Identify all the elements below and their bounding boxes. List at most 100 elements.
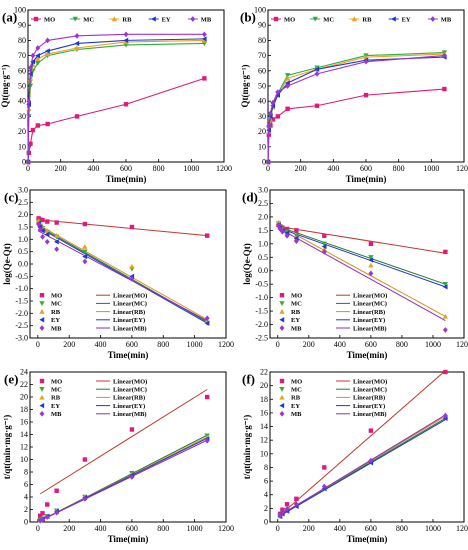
series-line [267, 52, 445, 163]
data-point [285, 106, 290, 111]
legend-fit-label: Linear(EY) [353, 317, 385, 324]
legend-marker [430, 16, 436, 22]
x-tick-label: 1000 [425, 524, 441, 533]
legend: MO Linear(MO) MC Linear(MC) RB Linear(RB) EY Li… [39, 293, 147, 332]
x-tick-label: 800 [396, 340, 408, 349]
plot-frame [269, 189, 465, 339]
data-point [26, 150, 32, 156]
legend-marker [39, 317, 45, 323]
x-tick-label: 200 [303, 340, 315, 349]
data-point [293, 238, 299, 244]
x-tick-label: 1200 [456, 524, 468, 533]
legend-label: MO [51, 293, 62, 300]
data-point [368, 270, 374, 277]
x-tick-label: 1000 [187, 340, 203, 349]
fit-line [277, 225, 446, 254]
y-tick-label: 40 [18, 97, 26, 106]
data-point [368, 428, 374, 433]
y-tick-label: 0.5 [18, 247, 28, 256]
legend-label: RB [51, 395, 61, 402]
x-axis-label: Time(min) [108, 350, 149, 360]
data-point [363, 58, 369, 65]
legend: MO Linear(MO) MC Linear(MC) RB Linear(RB) EY Li… [279, 378, 387, 418]
data-point [37, 226, 43, 233]
data-point [314, 103, 320, 108]
data-point [44, 238, 50, 245]
legend-label: RB [291, 395, 301, 402]
data-point [294, 228, 299, 233]
fit-line [37, 219, 208, 237]
y-tick-label: 10 [258, 142, 266, 151]
y-tick-label: 20 [20, 393, 28, 402]
y-tick-label: 6 [24, 480, 28, 489]
legend-label: MO [51, 378, 62, 385]
x-axis-label: Time(min) [347, 350, 388, 360]
legend-fit-label: Linear(EY) [353, 403, 385, 410]
legend-marker [279, 317, 285, 323]
series-line [27, 42, 205, 163]
legend-label: MB [201, 16, 212, 23]
y-tick-label: 3.0 [18, 186, 28, 195]
x-tick-label: 0 [26, 164, 30, 173]
data-point [45, 37, 51, 44]
data-point [284, 75, 291, 81]
data-point [368, 241, 374, 247]
fit-line [37, 226, 208, 324]
data-point [74, 45, 80, 51]
data-point [129, 427, 135, 432]
series-line [267, 56, 445, 163]
legend-label: EY [402, 16, 411, 23]
legend-marker [279, 293, 285, 298]
data-point [54, 509, 60, 516]
series-line [267, 88, 445, 163]
legend-marker [279, 378, 285, 384]
legend-marker [39, 293, 45, 298]
legend-fit-label: Linear(RB) [113, 395, 145, 402]
legend-fit-label: Linear(MO) [113, 293, 147, 300]
data-point [279, 509, 285, 516]
data-point [36, 221, 42, 228]
x-tick-label: 200 [303, 524, 315, 533]
x-tick-label: 600 [360, 164, 372, 173]
y-tick-label: 3.0 [258, 186, 268, 195]
fit-line [37, 230, 208, 322]
data-point [442, 313, 449, 319]
legend-label: EY [51, 317, 60, 324]
data-point [201, 31, 207, 38]
fit-line [279, 419, 446, 517]
x-tick-label: 600 [365, 340, 377, 349]
y-tick-label: 90 [18, 21, 26, 30]
fit-line [39, 389, 208, 495]
data-point [35, 123, 40, 128]
data-point [129, 275, 135, 282]
legend-label: EY [162, 16, 171, 23]
y-tick-label: 14 [260, 422, 268, 431]
x-tick-label: 0 [36, 340, 40, 349]
x-tick-label: 800 [157, 524, 169, 533]
x-tick-label: 600 [126, 524, 138, 533]
data-point [44, 231, 50, 238]
data-point [54, 246, 60, 253]
data-point [321, 241, 327, 247]
x-tick-label: 800 [153, 164, 165, 173]
y-tick-label: 1.5 [18, 223, 28, 232]
data-point [368, 262, 374, 268]
fit-line [39, 439, 208, 522]
x-axis-label: Time(min) [108, 534, 149, 544]
legend-label: MC [83, 16, 94, 23]
y-tick-label: 2.0 [18, 210, 28, 219]
y-tick-label: 70 [258, 51, 266, 60]
legend-marker [39, 308, 45, 314]
y-tick-label: 30 [18, 112, 26, 121]
data-point [270, 99, 276, 106]
legend-marker [39, 402, 45, 409]
data-point [25, 159, 31, 165]
x-tick-label: 600 [120, 164, 132, 173]
y-tick-label: 2 [264, 504, 268, 513]
y-tick-label: 0 [22, 158, 26, 167]
data-point [368, 457, 374, 464]
y-tick-label: -1.0 [255, 293, 268, 302]
y-tick-label: 0 [264, 518, 268, 527]
data-point [44, 228, 50, 233]
data-point [35, 56, 41, 61]
